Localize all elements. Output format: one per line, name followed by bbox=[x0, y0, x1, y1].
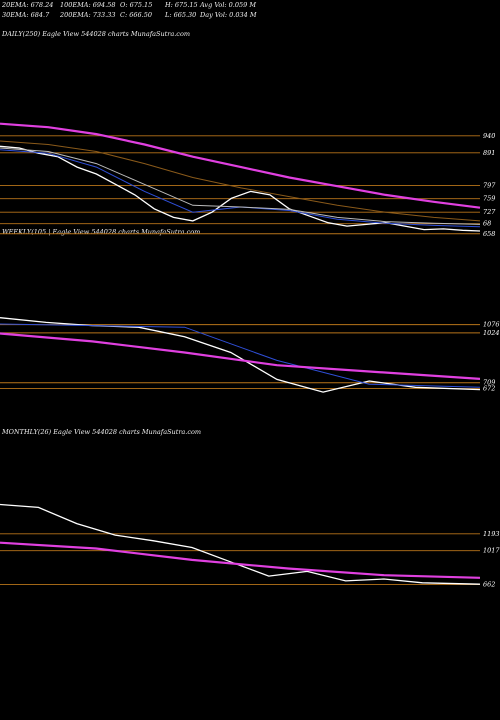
monthly-level-label: 662 bbox=[483, 581, 495, 589]
daily-level-label: 658 bbox=[483, 230, 495, 238]
weekly-200ema-line bbox=[0, 332, 481, 380]
weekly-level-label: 709 bbox=[483, 379, 495, 387]
weekly-level-label: 1076 bbox=[483, 321, 500, 329]
monthly-panel-title: MONTHLY(26) Eagle View 544028 charts Mun… bbox=[2, 428, 202, 436]
monthly-level-label: 1193 bbox=[483, 530, 500, 538]
header-row2-item: L: 665.30 bbox=[165, 11, 197, 19]
header-row2-item: Day Vol: 0.034 M bbox=[200, 11, 257, 19]
header-row1-item: 100EMA: 694.58 bbox=[60, 1, 116, 9]
monthly-close-line bbox=[0, 503, 481, 585]
daily-100ema-line bbox=[0, 140, 481, 222]
daily-panel-title: DAILY(250) Eagle View 544028 charts Muna… bbox=[2, 30, 191, 38]
daily-level-label: 68 bbox=[483, 220, 491, 228]
header-row1-item: O: 675.15 bbox=[120, 1, 153, 9]
weekly-level-label: 672 bbox=[483, 385, 495, 393]
daily-30ema-line bbox=[0, 147, 481, 225]
daily-level-label: 759 bbox=[483, 195, 495, 203]
weekly-20ema-line bbox=[0, 323, 481, 388]
monthly-panel: 1193 1017 662 bbox=[0, 503, 500, 589]
header-row2-item: 30EMA: 684.7 bbox=[2, 11, 50, 19]
header-row2-item: C: 666.50 bbox=[120, 11, 152, 19]
daily-level-label: 891 bbox=[483, 149, 495, 157]
weekly-level-label: 1024 bbox=[483, 329, 500, 337]
header-row1-item: H: 675.15 bbox=[165, 1, 198, 9]
header-row2-item: 200EMA: 733.33 bbox=[60, 11, 116, 19]
header-row1-item: Avg Vol: 0.059 M bbox=[200, 1, 257, 9]
weekly-close-line bbox=[0, 317, 481, 393]
monthly-200ema-line bbox=[0, 541, 481, 579]
daily-200ema-line bbox=[0, 122, 481, 209]
daily-level-label: 727 bbox=[483, 208, 496, 216]
daily-close-line bbox=[0, 145, 481, 232]
monthly-level-label: 1017 bbox=[483, 547, 500, 555]
daily-panel: 940 891 797 759 727 68 658 bbox=[0, 122, 496, 238]
daily-20ema-line bbox=[0, 149, 481, 228]
daily-level-label: 940 bbox=[483, 132, 495, 140]
daily-level-label: 797 bbox=[483, 181, 496, 189]
weekly-panel-title: WEEKLY(105 | Eagle View 544028 charts Mu… bbox=[2, 228, 201, 236]
header-row1-item: 20EMA: 678.24 bbox=[2, 1, 54, 9]
